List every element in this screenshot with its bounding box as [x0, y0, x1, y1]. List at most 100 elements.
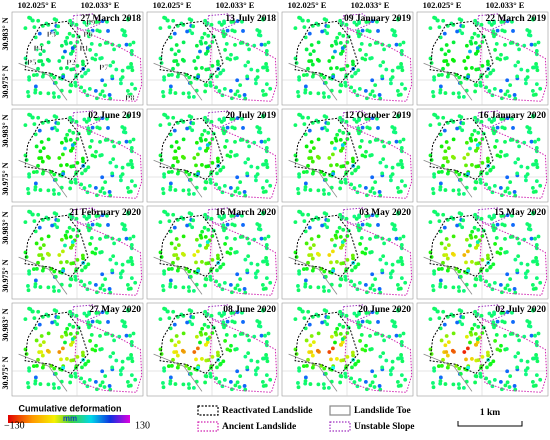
map-panel: 08 June 2020 — [146, 302, 279, 397]
deformation-point — [399, 259, 404, 264]
unstable-outline — [476, 207, 507, 226]
deformation-point — [224, 138, 229, 143]
deformation-point — [504, 347, 509, 351]
deformation-point — [111, 157, 116, 161]
deformation-point — [235, 186, 240, 191]
deformation-point — [268, 183, 273, 188]
deformation-point — [167, 316, 172, 321]
deformation-point — [205, 240, 210, 244]
deformation-point — [501, 213, 506, 218]
deformation-point — [359, 41, 364, 46]
deformation-point — [110, 268, 115, 273]
deformation-point — [200, 229, 205, 234]
deformation-point — [511, 29, 515, 33]
deformation-point — [320, 223, 325, 228]
deformation-point — [259, 139, 264, 144]
deformation-point — [365, 319, 370, 324]
panel-date: 27 May 2020 — [89, 305, 141, 315]
deformation-point — [94, 343, 98, 348]
deformation-point — [478, 274, 483, 279]
deformation-point — [444, 350, 449, 354]
deformation-point — [445, 365, 450, 370]
toe-outline — [288, 256, 338, 295]
deformation-point — [303, 90, 308, 95]
deformation-point — [204, 277, 209, 282]
deformation-point — [31, 267, 36, 272]
deformation-point — [223, 242, 227, 246]
deformation-point — [485, 59, 490, 64]
deformation-point — [124, 42, 129, 47]
deformation-point — [70, 49, 75, 54]
deformation-point — [69, 277, 74, 282]
panel-date: 12 October 2019 — [345, 111, 412, 121]
deformation-point — [96, 310, 101, 315]
deformation-point — [36, 357, 40, 362]
deformation-point — [258, 130, 263, 135]
deformation-point — [330, 55, 335, 60]
deformation-point — [70, 143, 75, 147]
deformation-point — [231, 116, 236, 121]
deformation-point — [180, 251, 185, 256]
deformation-point — [261, 356, 265, 361]
deformation-point — [46, 91, 51, 96]
deformation-point — [525, 165, 530, 170]
deformation-point — [333, 49, 337, 54]
deformation-point — [492, 281, 497, 285]
panel-date: 20 July 2019 — [225, 111, 276, 121]
deformation-point — [363, 379, 368, 384]
deformation-point — [56, 121, 61, 126]
deformation-point — [166, 364, 171, 369]
deformation-point — [253, 271, 258, 276]
deformation-point — [75, 354, 80, 359]
deformation-point — [261, 308, 265, 313]
deformation-point — [52, 114, 57, 119]
deformation-point — [512, 287, 517, 291]
deformation-point — [428, 56, 433, 61]
deformation-point — [235, 19, 240, 24]
legend-label: Unstable Slope — [354, 422, 414, 432]
deformation-point — [196, 269, 201, 273]
deformation-point — [266, 137, 271, 142]
deformation-point — [309, 237, 314, 241]
deformation-point — [451, 188, 456, 193]
deformation-point — [330, 249, 335, 254]
deformation-point — [534, 353, 538, 357]
deformation-point — [464, 66, 468, 71]
deformation-point — [90, 222, 95, 227]
deformation-point — [450, 154, 455, 159]
deformation-point — [534, 62, 538, 66]
deformation-point — [103, 277, 108, 282]
deformation-point — [209, 170, 214, 174]
deformation-point — [57, 350, 62, 354]
deformation-point — [294, 352, 299, 356]
deformation-point — [395, 186, 400, 190]
deformation-point — [26, 284, 30, 288]
deformation-point — [60, 249, 65, 254]
deformation-point — [390, 359, 395, 364]
deformation-point — [39, 253, 44, 257]
deformation-point — [124, 139, 129, 144]
toe-outline — [153, 353, 203, 392]
deformation-point — [74, 216, 79, 221]
deformation-point — [296, 385, 301, 390]
deformation-point — [500, 28, 505, 33]
deformation-point — [252, 334, 257, 339]
deformation-point — [264, 49, 269, 53]
deformation-point — [107, 190, 112, 194]
deformation-point — [208, 83, 213, 88]
deformation-point — [120, 262, 125, 267]
ancient-outline — [344, 124, 413, 199]
deformation-point — [436, 267, 441, 272]
deformation-point — [487, 117, 492, 122]
deformation-point — [264, 276, 269, 281]
deformation-point — [338, 115, 343, 120]
deformation-point — [33, 187, 38, 192]
deformation-point — [303, 84, 308, 89]
deformation-point — [465, 249, 470, 254]
toe-outline — [288, 62, 338, 101]
deformation-point — [431, 288, 436, 293]
deformation-point — [491, 359, 496, 364]
deformation-point — [366, 116, 371, 121]
deformation-point — [457, 386, 461, 390]
deformation-point — [320, 29, 325, 34]
